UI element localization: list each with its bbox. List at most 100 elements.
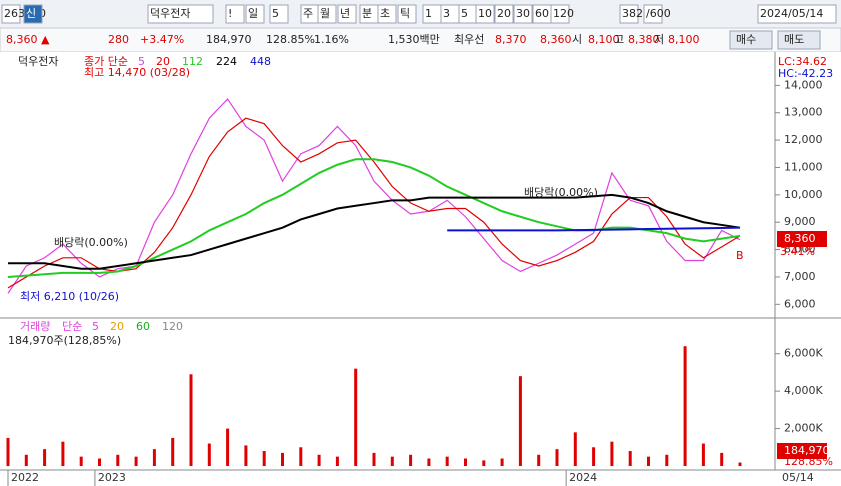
- volume-bar: [720, 452, 724, 466]
- legend-entry: 448: [250, 55, 271, 68]
- volume-bar: [427, 458, 431, 466]
- toolbar-button[interactable]: [397, 4, 417, 24]
- panel-title: 거래량: [20, 320, 50, 333]
- quote-text: 8,360 ▲: [6, 33, 50, 46]
- y-tick-label: 14,000: [784, 78, 823, 91]
- volume-bar: [537, 454, 541, 466]
- right-label: 128.85%: [784, 455, 833, 468]
- toolbar-text: 120: [553, 7, 574, 20]
- toolbar-text: 30: [516, 7, 530, 20]
- quote-text: 고: [614, 33, 624, 46]
- toolbar-button[interactable]: [1, 4, 21, 24]
- volume-bar: [647, 456, 650, 466]
- volume-bar: [226, 428, 230, 466]
- last-price-box: [777, 231, 827, 247]
- volume-bar: [134, 456, 138, 466]
- quote-text: 시: [572, 33, 582, 46]
- toolbar-button[interactable]: [337, 4, 357, 24]
- quote-text: 128.85%: [266, 33, 315, 46]
- chart-area: [0, 52, 841, 486]
- toolbar-text: 1: [425, 7, 432, 20]
- volume-bar: [500, 458, 504, 466]
- volume-bar: [98, 458, 101, 466]
- quote-text: 저: [654, 33, 664, 46]
- volume-bar: [171, 437, 175, 466]
- volume-bar: [390, 456, 394, 466]
- toolbar-button[interactable]: [225, 4, 245, 24]
- toolbar-text: 382: [622, 7, 643, 20]
- legend-entry: 112: [182, 55, 203, 68]
- toolbar-button[interactable]: [494, 4, 514, 24]
- ma-line: [8, 193, 741, 270]
- toolbar-text: 5: [461, 7, 468, 20]
- x-tick-label: 2024: [569, 471, 597, 484]
- toolbar-button[interactable]: [245, 4, 265, 24]
- annotation: 배당락(0.00%): [524, 186, 598, 199]
- toolbar-button[interactable]: [513, 4, 533, 24]
- legend-label: 종가 단순: [84, 55, 128, 68]
- quote-text: 매수: [736, 33, 756, 46]
- volume-bar: [665, 454, 669, 466]
- toolbar-button[interactable]: [23, 4, 43, 24]
- legend-entry: 5: [138, 55, 145, 68]
- volume-summary: 184,970주(128,85%): [8, 334, 121, 347]
- legend-entry: 60: [136, 320, 150, 333]
- toolbar-text: 60: [535, 7, 549, 20]
- toolbar-button[interactable]: [619, 4, 639, 24]
- toolbar-text: 주: [303, 7, 313, 20]
- order-button[interactable]: [777, 30, 821, 50]
- volume-bar: [683, 346, 687, 466]
- x-tick-label: 2023: [98, 471, 126, 484]
- volume-bar: [592, 447, 596, 466]
- last-volume-box: [777, 443, 827, 459]
- quote-text: +3.47%: [140, 33, 184, 46]
- volume-bar: [189, 374, 193, 466]
- y-tick-label: 6,000: [784, 297, 816, 310]
- volume-bar: [116, 454, 120, 466]
- y-tick-label: 13,000: [784, 106, 823, 119]
- toolbar-text: 덕우전자: [150, 7, 190, 20]
- volume-bar: [6, 437, 10, 466]
- legend-entry: 20: [110, 320, 124, 333]
- quote-text: 280: [108, 33, 129, 46]
- legend-label: 단순: [62, 320, 82, 333]
- quote-text: 8,100: [668, 33, 700, 46]
- volume-bar: [372, 452, 376, 466]
- right-label: B: [736, 249, 744, 262]
- volume-bar: [262, 451, 266, 466]
- y-tick-label: 7,000: [784, 270, 816, 283]
- annotation: 배당락(0.00%): [54, 236, 128, 249]
- toolbar-text: 10: [478, 7, 492, 20]
- quote-text: 8,380: [628, 33, 660, 46]
- legend-entry: 5: [92, 320, 99, 333]
- toolbar-text: 2024/05/14: [760, 7, 823, 20]
- toolbar-button[interactable]: [317, 4, 337, 24]
- volume-bar: [555, 449, 559, 466]
- volume-bar: [281, 452, 284, 466]
- quote-text: 최우선: [454, 33, 484, 46]
- y-tick-label: 4,000K: [784, 384, 823, 397]
- order-button[interactable]: [729, 30, 773, 50]
- ma-line: [7, 158, 741, 278]
- toolbar-button[interactable]: [757, 4, 837, 24]
- toolbar-button[interactable]: [377, 4, 397, 24]
- legend-entry: 20: [156, 55, 170, 68]
- toolbar-button[interactable]: [643, 4, 663, 24]
- ma-line: [447, 226, 741, 232]
- toolbar-button[interactable]: [147, 4, 214, 24]
- toolbar-text: 년: [340, 7, 350, 20]
- toolbar-text: 초: [380, 7, 390, 20]
- y-tick-label: 6,000K: [784, 347, 823, 360]
- toolbar-button[interactable]: [550, 4, 570, 24]
- x-tick-label: 2022: [11, 471, 39, 484]
- volume-bar: [464, 458, 467, 466]
- toolbar-text: 틱: [400, 7, 410, 20]
- toolbar-text: 분: [362, 7, 372, 20]
- volume-bar: [354, 368, 358, 466]
- volume-bar: [518, 376, 522, 466]
- toolbar-button[interactable]: [475, 4, 495, 24]
- quote-text: 184,970: [206, 33, 252, 46]
- quote-text: 1.16%: [314, 33, 349, 46]
- toolbar-button[interactable]: [269, 4, 289, 24]
